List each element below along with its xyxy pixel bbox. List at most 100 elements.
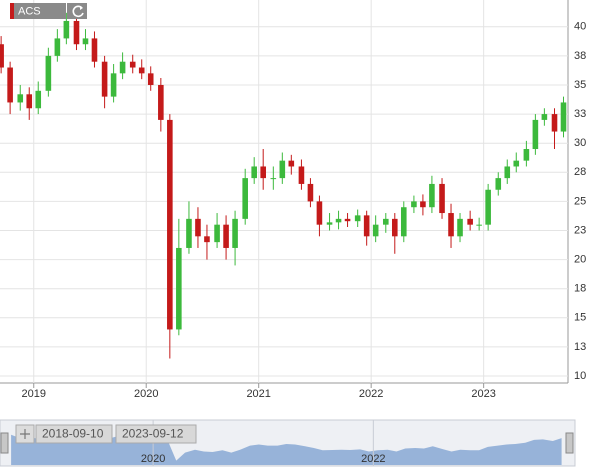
y-tick-label: 23 bbox=[574, 224, 586, 236]
candle-body bbox=[429, 183, 435, 208]
refresh-arrow bbox=[80, 6, 83, 10]
to-date-input[interactable] bbox=[115, 424, 197, 444]
candle-body bbox=[0, 44, 4, 68]
symbol-title: ACS bbox=[18, 5, 41, 17]
candle-body bbox=[400, 207, 407, 237]
candle-body bbox=[326, 222, 333, 225]
candle-body bbox=[495, 178, 502, 190]
plot-area bbox=[0, 0, 568, 383]
y-tick-label: 33 bbox=[574, 108, 586, 120]
candle-body bbox=[158, 84, 164, 120]
x-tick-label: 2023 bbox=[471, 388, 495, 400]
candle-body bbox=[476, 224, 482, 226]
symbol-box bbox=[14, 3, 66, 19]
candle-body bbox=[551, 114, 558, 132]
y-tick-label: 35 bbox=[574, 79, 586, 91]
candle-body bbox=[560, 102, 567, 132]
y-tick-label: 38 bbox=[574, 50, 586, 62]
candle-body bbox=[457, 218, 463, 237]
candle-body bbox=[335, 218, 342, 223]
navigator-handle[interactable] bbox=[0, 432, 9, 454]
candle-body bbox=[448, 213, 454, 237]
candle-body bbox=[45, 55, 52, 91]
candle-body bbox=[147, 73, 154, 85]
candle-body bbox=[101, 61, 108, 97]
y-tick-label: 20 bbox=[574, 254, 586, 266]
candle-body bbox=[532, 119, 539, 150]
y-tick-label: 30 bbox=[574, 137, 586, 149]
grid bbox=[0, 0, 568, 383]
x-tick-label: 2019 bbox=[22, 388, 46, 400]
candle-body bbox=[176, 247, 182, 330]
candle-body bbox=[288, 160, 295, 167]
candle-body bbox=[344, 218, 351, 222]
x-tick-label: 2021 bbox=[246, 388, 270, 400]
candle-body bbox=[110, 73, 117, 97]
candle-body bbox=[54, 38, 61, 56]
candle-body bbox=[391, 218, 398, 237]
candle-body bbox=[17, 94, 24, 103]
candle-body bbox=[504, 166, 511, 179]
candle-body bbox=[251, 166, 257, 179]
candle-body bbox=[26, 94, 33, 109]
candle-body bbox=[186, 218, 192, 248]
candle-body bbox=[63, 20, 70, 39]
y-tick-label: 13 bbox=[574, 341, 586, 353]
from-date-input[interactable] bbox=[35, 424, 113, 444]
y-tick-label: 25 bbox=[574, 195, 586, 207]
candle-body bbox=[467, 218, 473, 225]
symbol-marker bbox=[10, 3, 14, 19]
navigator-tick-label: 2022 bbox=[361, 453, 385, 465]
candle-body bbox=[279, 160, 286, 179]
to-date: 2023-09-12 bbox=[122, 427, 184, 441]
candle-body bbox=[242, 178, 248, 219]
calendar-icon bbox=[20, 429, 30, 439]
candle-body bbox=[307, 183, 314, 202]
refresh-icon bbox=[72, 5, 84, 18]
candle-body bbox=[485, 189, 491, 225]
candle-body bbox=[167, 119, 173, 330]
candle-body bbox=[439, 183, 445, 214]
candle-body bbox=[382, 218, 389, 225]
candle-body bbox=[7, 67, 13, 103]
candle-body bbox=[541, 114, 548, 120]
candle-body bbox=[129, 61, 136, 68]
candle-body bbox=[232, 218, 238, 248]
candle-body bbox=[260, 166, 266, 179]
candle-body bbox=[214, 224, 220, 243]
candle-body bbox=[223, 224, 229, 248]
candle-body bbox=[316, 201, 323, 225]
candle-body bbox=[354, 215, 361, 222]
candle-body bbox=[513, 160, 520, 167]
candles bbox=[0, 12, 567, 359]
candle-body bbox=[35, 90, 42, 109]
y-tick-label: 28 bbox=[574, 166, 586, 178]
x-tick-label: 2020 bbox=[134, 388, 158, 400]
navigator-tick-label: 2020 bbox=[141, 453, 165, 465]
candle-body bbox=[195, 218, 201, 237]
candle-body bbox=[411, 201, 417, 208]
from-date: 2018-09-10 bbox=[42, 427, 104, 441]
candle-body bbox=[73, 20, 80, 45]
candle-body bbox=[138, 67, 145, 74]
candle-body bbox=[91, 38, 98, 62]
x-tick-label: 2022 bbox=[359, 388, 383, 400]
y-tick-label: 18 bbox=[574, 283, 586, 295]
candle-body bbox=[363, 215, 370, 237]
candle-body bbox=[204, 236, 210, 243]
candle-body bbox=[372, 224, 379, 237]
candle-body bbox=[298, 166, 305, 184]
y-tick-label: 15 bbox=[574, 312, 586, 324]
candle-body bbox=[82, 38, 89, 45]
candle-body bbox=[119, 61, 126, 74]
candle-body bbox=[523, 149, 530, 161]
y-tick-label: 40 bbox=[574, 21, 586, 33]
y-tick-label: 10 bbox=[574, 370, 586, 382]
candle-body bbox=[420, 201, 426, 208]
candle-body bbox=[270, 178, 277, 180]
navigator-handle[interactable] bbox=[565, 432, 574, 454]
